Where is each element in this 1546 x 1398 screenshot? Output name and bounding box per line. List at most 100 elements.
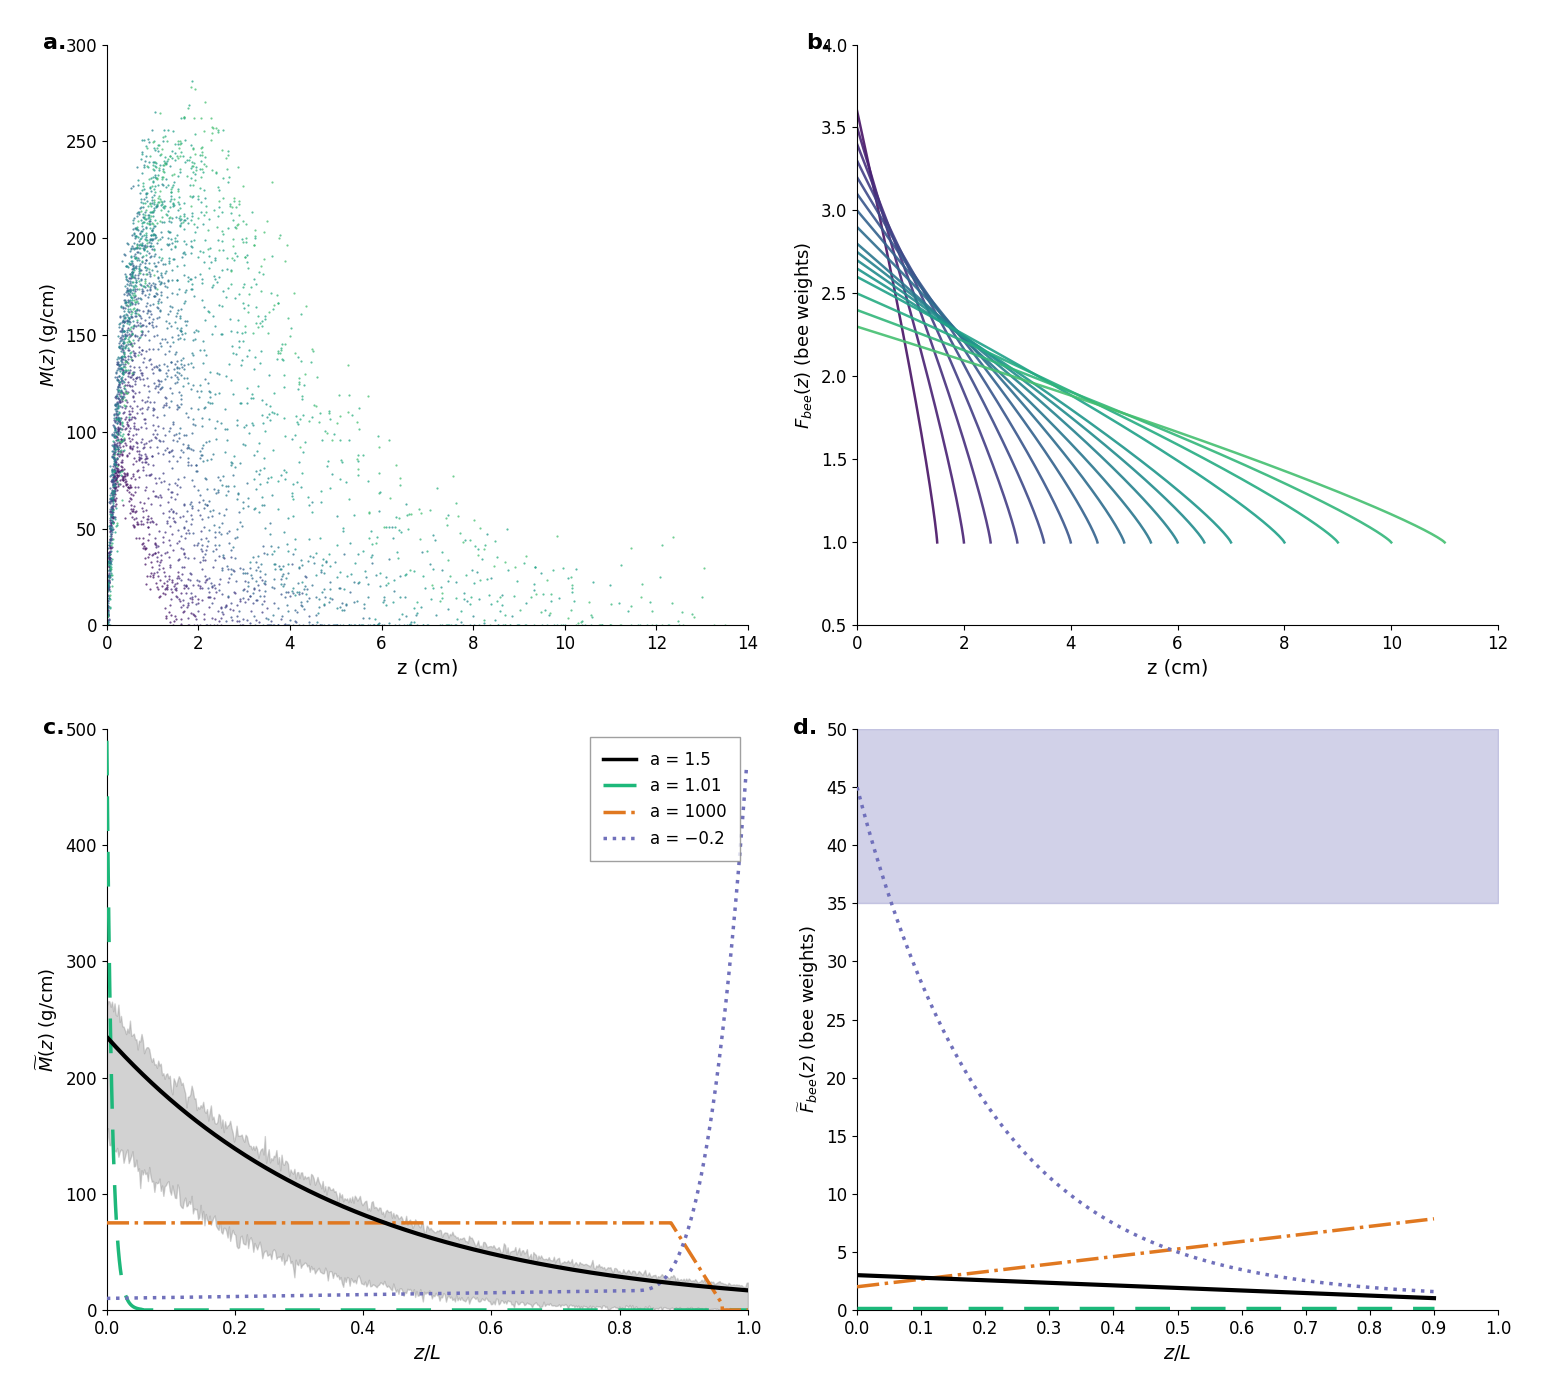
Point <box>609 554 634 576</box>
Point <box>190 161 215 183</box>
Point <box>165 368 190 390</box>
Point <box>125 401 150 424</box>
Point <box>141 201 165 224</box>
Point <box>150 531 175 554</box>
Point <box>142 224 167 246</box>
Point <box>237 282 261 305</box>
Point <box>114 414 139 436</box>
Point <box>144 284 169 306</box>
Point <box>116 370 141 393</box>
Point <box>288 408 312 431</box>
Point <box>250 487 275 509</box>
Point <box>237 551 261 573</box>
Point <box>153 362 178 384</box>
Point <box>169 320 193 343</box>
Point <box>172 537 196 559</box>
Point <box>148 291 173 313</box>
Point <box>105 387 130 410</box>
Point <box>201 540 226 562</box>
Point <box>119 238 144 260</box>
Point <box>133 309 158 331</box>
Point <box>108 428 133 450</box>
Point <box>179 186 204 208</box>
Point <box>117 317 142 340</box>
Point <box>289 594 314 617</box>
Point <box>122 302 147 324</box>
Point <box>141 224 165 246</box>
Point <box>535 569 560 591</box>
Point <box>167 319 192 341</box>
Point <box>335 565 360 587</box>
Point <box>142 137 167 159</box>
Point <box>121 329 145 351</box>
Point <box>210 466 235 488</box>
Point <box>335 401 360 424</box>
Point <box>275 533 300 555</box>
Point <box>97 507 122 530</box>
Point <box>133 201 158 224</box>
Point <box>111 361 136 383</box>
Point <box>179 589 204 611</box>
Point <box>212 505 237 527</box>
Point <box>147 373 172 396</box>
Point <box>702 614 727 636</box>
Point <box>439 614 464 636</box>
Point <box>155 359 179 382</box>
Point <box>102 460 127 482</box>
Point <box>649 614 674 636</box>
Point <box>618 614 643 636</box>
Point <box>148 249 173 271</box>
Point <box>100 443 125 466</box>
Point <box>203 315 227 337</box>
Point <box>179 278 204 301</box>
Point <box>161 575 186 597</box>
Point <box>221 343 246 365</box>
Point <box>167 207 192 229</box>
Point <box>283 341 308 363</box>
Point <box>244 589 269 611</box>
Point <box>261 439 286 461</box>
Point <box>110 460 135 482</box>
Point <box>207 568 232 590</box>
Point <box>422 528 447 551</box>
Point <box>252 457 277 480</box>
Point <box>136 464 161 487</box>
Point <box>201 586 226 608</box>
Point <box>121 275 145 298</box>
Point <box>116 310 141 333</box>
Point <box>167 587 192 610</box>
Point <box>102 442 127 464</box>
Point <box>266 291 291 313</box>
Point <box>116 414 141 436</box>
Point <box>127 260 152 282</box>
Point <box>158 196 182 218</box>
Point <box>135 274 159 296</box>
Point <box>133 233 158 256</box>
Point <box>196 408 221 431</box>
Point <box>100 548 125 570</box>
Point <box>104 386 128 408</box>
Point <box>196 431 221 453</box>
Point <box>102 417 127 439</box>
Point <box>136 329 161 351</box>
Point <box>162 510 187 533</box>
Point <box>569 611 594 633</box>
Point <box>286 345 311 368</box>
Point <box>104 426 128 449</box>
Point <box>107 337 131 359</box>
Point <box>113 433 138 456</box>
Point <box>104 384 128 407</box>
Point <box>94 604 119 626</box>
Point <box>628 614 652 636</box>
Point <box>170 433 195 456</box>
Point <box>100 512 125 534</box>
Point <box>156 200 181 222</box>
Point <box>124 155 148 178</box>
Point <box>181 214 206 236</box>
Point <box>136 350 161 372</box>
Point <box>96 570 121 593</box>
Point <box>116 362 141 384</box>
Point <box>127 287 152 309</box>
Point <box>524 583 549 605</box>
Point <box>122 296 147 319</box>
